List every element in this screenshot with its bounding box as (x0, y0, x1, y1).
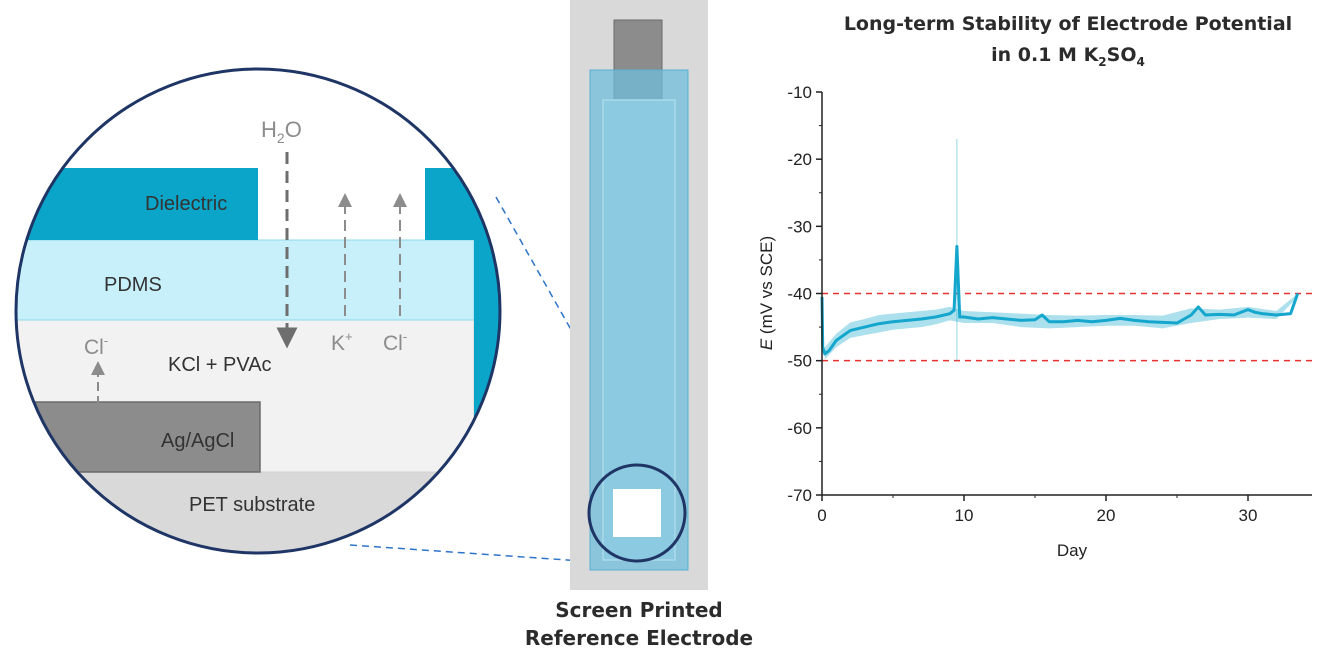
y-tick-label: -10 (787, 83, 812, 102)
y-tick-label: -70 (787, 486, 812, 505)
x-tick-label: 30 (1239, 506, 1258, 525)
x-tick-label: 10 (955, 506, 974, 525)
dielectric-layer-left (16, 168, 258, 240)
y-ticks: -10 -20 -30 -40 -50 -60 -70 (787, 83, 822, 505)
y-tick-label: -30 (787, 217, 812, 236)
y-axis-label: E (mV vs SCE) (757, 236, 776, 350)
y-tick-label: -40 (787, 285, 812, 304)
screen-printed-electrode (570, 0, 708, 590)
pdms-layer (16, 239, 475, 321)
plot-area (820, 139, 1312, 362)
stability-chart: Long-term Stability of Electrode Potenti… (757, 13, 1312, 560)
pet-substrate-layer (16, 472, 500, 553)
kcl-pvac-label: KCl + PVAc (168, 354, 272, 376)
dielectric-label: Dielectric (145, 193, 227, 215)
y-tick-label: -60 (787, 419, 812, 438)
chloride-ion-label-right: Cl- (383, 329, 407, 355)
series-line (820, 244, 1300, 356)
cross-section-magnifier: Dielectric PDMS KCl + PVAc Ag/AgCl PET s… (14, 67, 502, 555)
chloride-ion-label-left: Cl- (84, 333, 108, 359)
electrode-highlight-circle (587, 463, 687, 563)
dielectric-layer-right (425, 168, 500, 472)
magnifier-circle (14, 67, 502, 555)
chart-title-line2: in 0.1 M K2SO4 (991, 44, 1145, 69)
electrode-caption-line2: Reference Electrode (525, 626, 753, 650)
uncertainty-band (824, 293, 1298, 360)
electrode-inner-trace (602, 99, 676, 561)
chart-title: Long-term Stability of Electrode Potenti… (844, 13, 1292, 35)
pdms-label: PDMS (104, 274, 162, 296)
electrode-caption-line1: Screen Printed (555, 598, 723, 622)
electrode-sensing-window (613, 489, 661, 537)
x-ticks: 0 10 20 30 (817, 495, 1257, 525)
x-axis-label: Day (1057, 541, 1088, 560)
y-tick-label: -50 (787, 352, 812, 371)
y-tick-label: -20 (787, 150, 812, 169)
x-tick-label: 0 (817, 506, 826, 525)
water-label: H2O (261, 117, 302, 146)
pet-substrate-label: PET substrate (189, 494, 315, 516)
potassium-ion-label: K+ (331, 329, 353, 355)
ag-agcl-label: Ag/AgCl (161, 430, 234, 452)
x-tick-label: 20 (1097, 506, 1116, 525)
